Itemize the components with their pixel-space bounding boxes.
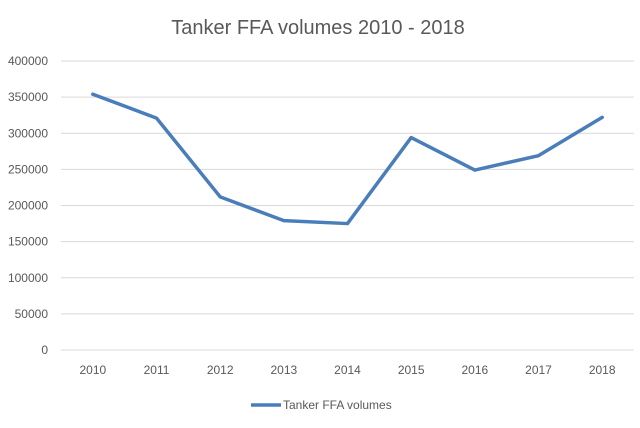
data-point — [91, 92, 95, 96]
x-tick-label: 2016 — [461, 363, 488, 377]
x-tick-label: 2017 — [525, 363, 552, 377]
y-tick-label: 150000 — [8, 235, 48, 249]
y-tick-label: 350000 — [8, 90, 48, 104]
y-tick-label: 200000 — [8, 199, 48, 213]
data-point — [218, 195, 222, 199]
x-tick-label: 2011 — [144, 363, 170, 377]
x-tick-label: 2013 — [270, 363, 297, 377]
y-tick-label: 50000 — [15, 307, 49, 321]
data-point — [155, 116, 158, 120]
legend-label: Tanker FFA volumes — [283, 398, 392, 412]
y-tick-label: 400000 — [8, 54, 48, 68]
data-point — [473, 168, 477, 172]
x-tick-label: 2018 — [589, 363, 616, 377]
y-tick-label: 300000 — [8, 126, 48, 140]
data-point — [600, 115, 604, 119]
chart-title: Tanker FFA volumes 2010 - 2018 — [171, 17, 465, 39]
x-tick-label: 2012 — [207, 363, 234, 377]
x-tick-label: 2010 — [79, 363, 106, 377]
x-tick-label: 2015 — [398, 363, 425, 377]
y-tick-label: 0 — [41, 343, 48, 357]
legend: Tanker FFA volumes — [251, 398, 392, 412]
series-line — [91, 92, 604, 226]
data-point — [537, 154, 540, 158]
data-point — [282, 219, 286, 223]
x-tick-label: 2014 — [334, 363, 361, 377]
data-point — [409, 136, 413, 140]
data-point — [346, 222, 349, 226]
y-tick-label: 100000 — [8, 271, 48, 285]
y-tick-label: 250000 — [8, 162, 48, 176]
